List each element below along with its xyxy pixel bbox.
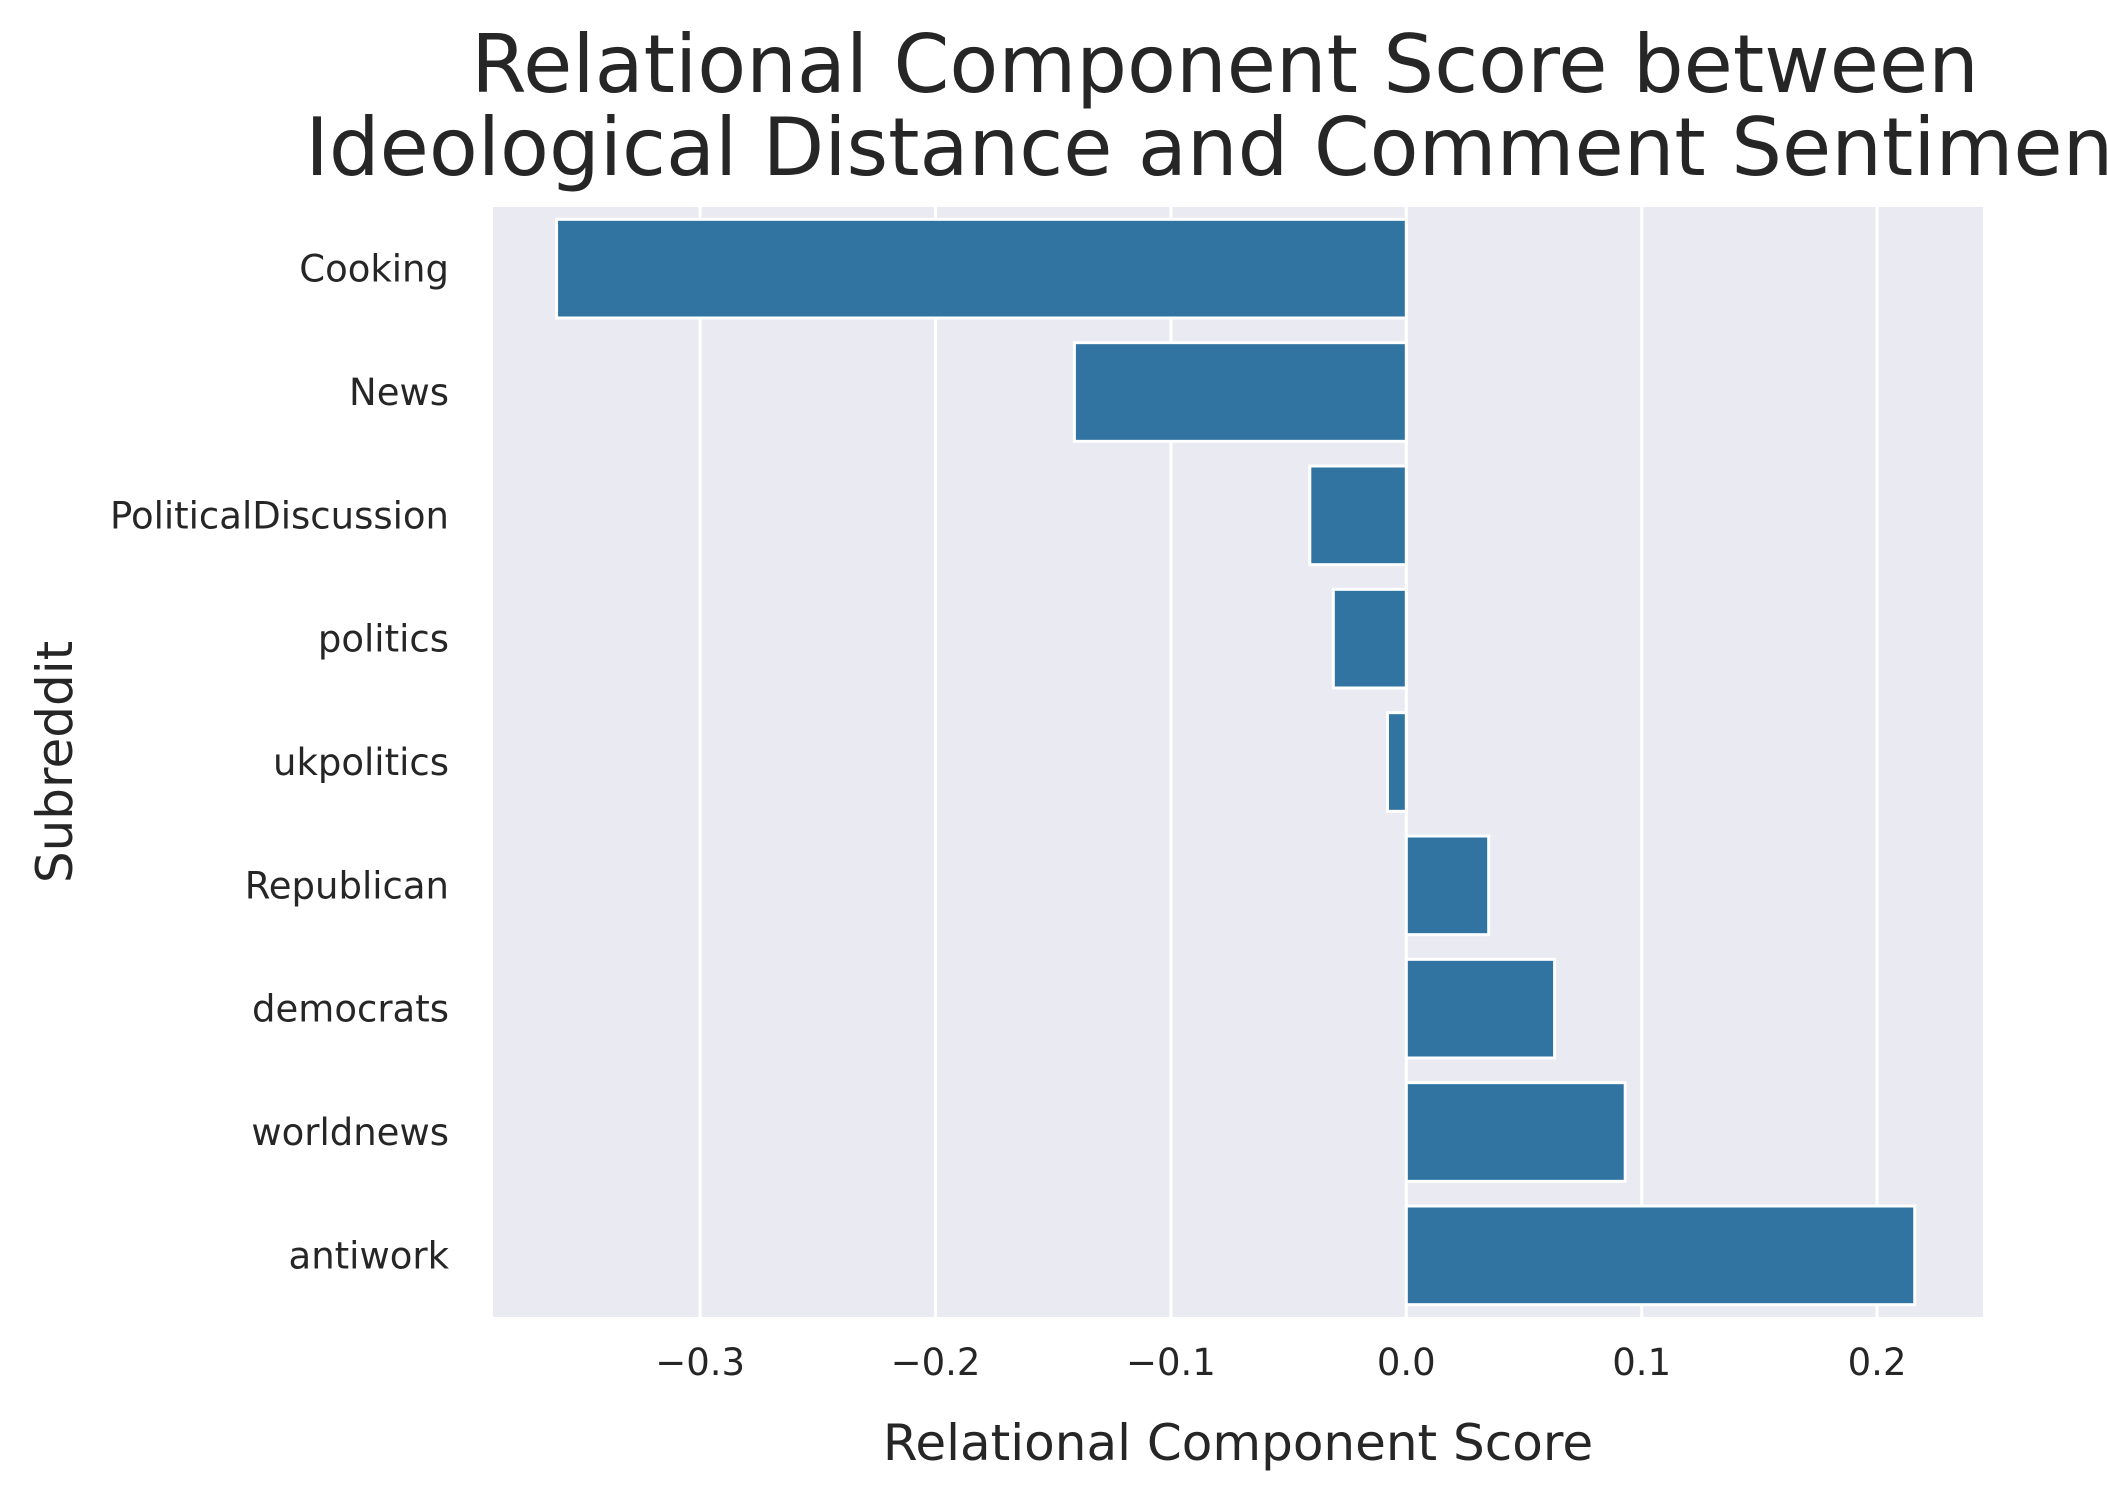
y-tick-label-democrats: democrats — [252, 988, 449, 1031]
bar-worldnews — [1404, 1081, 1627, 1183]
bar-politics — [1331, 587, 1408, 690]
bar-news — [1072, 341, 1408, 443]
y-tick-label-ukpolitics: ukpolitics — [273, 741, 449, 784]
y-tick-label-politicaldiscussion: PoliticalDiscussion — [110, 494, 449, 537]
x-tick-label: −0.3 — [655, 1341, 745, 1384]
y-tick-label-republican: Republican — [245, 864, 449, 907]
y-tick-label-antiwork: antiwork — [289, 1234, 450, 1277]
bars — [555, 217, 1917, 1307]
x-axis-label: Relational Component Score — [883, 1414, 1593, 1472]
chart-title-line-2: Ideological Distance and Comment Sentime… — [305, 101, 2107, 194]
bar-ukpolitics — [1385, 711, 1408, 813]
x-tick-label: −0.2 — [891, 1341, 981, 1384]
x-tick-label: 0.1 — [1612, 1341, 1671, 1384]
y-tick-label-worldnews: worldnews — [251, 1111, 449, 1154]
x-tick-label: 0.0 — [1377, 1341, 1436, 1384]
y-tick-labels: Cooking News PoliticalDiscussion politics uk… — [110, 248, 450, 1278]
x-tick-label: 0.2 — [1848, 1341, 1907, 1384]
bar-politicaldiscussion — [1308, 464, 1408, 567]
y-axis-label: Subreddit — [26, 641, 84, 883]
y-tick-label-cooking: Cooking — [299, 248, 449, 291]
x-tick-labels: −0.3 −0.2 −0.1 0.0 0.1 0.2 — [655, 1341, 1906, 1384]
bar-cooking — [555, 217, 1408, 320]
bar-republican — [1404, 834, 1491, 937]
x-tick-label: −0.1 — [1126, 1341, 1216, 1384]
bar-democrats — [1404, 957, 1557, 1060]
chart-title-line-1: Relational Component Score between — [471, 18, 1979, 111]
y-tick-label-news: News — [349, 371, 449, 414]
bar-antiwork — [1404, 1204, 1917, 1307]
y-tick-label-politics: politics — [318, 618, 449, 661]
